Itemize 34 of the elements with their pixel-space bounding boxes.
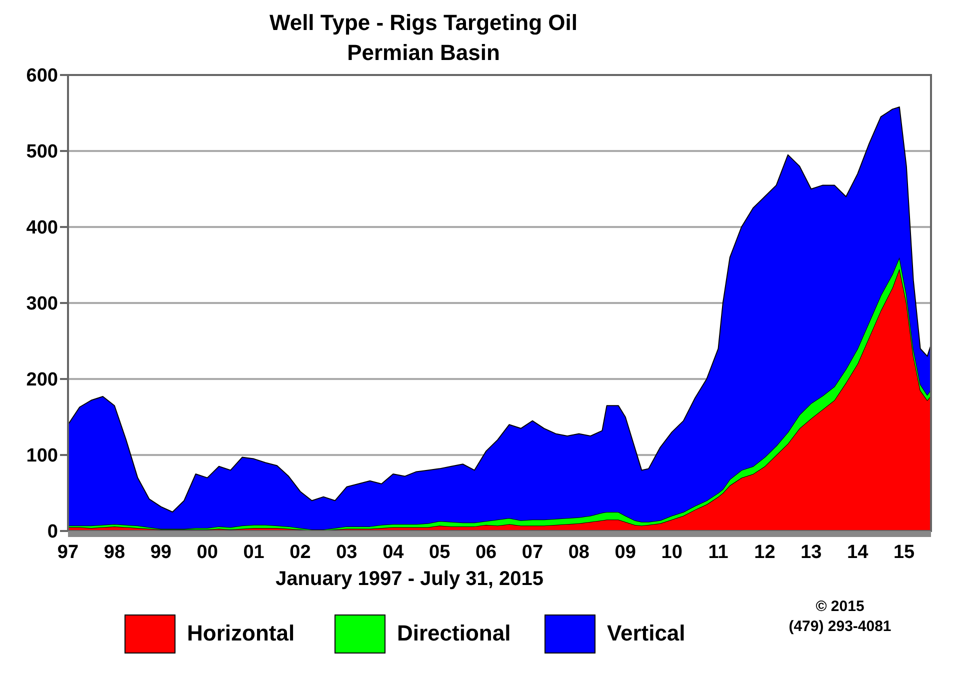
chart-subtitle: Permian Basin bbox=[347, 40, 500, 65]
y-tick-label: 300 bbox=[26, 294, 58, 315]
y-tick-label: 600 bbox=[26, 66, 58, 87]
legend-label: Horizontal bbox=[187, 620, 295, 646]
x-tick-label: 02 bbox=[290, 542, 311, 563]
text: (479) 293-4081 bbox=[788, 618, 892, 635]
x-tick-label: 10 bbox=[661, 542, 682, 563]
x-tick-label: 03 bbox=[336, 542, 358, 563]
x-tick-label: 06 bbox=[475, 542, 497, 563]
x-axis-title: January 1997 - July 31, 2015 bbox=[276, 568, 544, 590]
x-tick-label: 12 bbox=[754, 542, 776, 563]
x-tick-label: 07 bbox=[522, 542, 544, 563]
x-tick-label: 09 bbox=[614, 542, 636, 563]
x-tick-label: 08 bbox=[568, 542, 590, 563]
x-tick-label: 97 bbox=[57, 542, 79, 563]
y-tick-label: 500 bbox=[26, 142, 58, 163]
x-tick-label: 00 bbox=[196, 542, 218, 563]
y-tick-label: 100 bbox=[26, 446, 58, 467]
x-tick-label: 98 bbox=[104, 542, 126, 563]
x-tick-label: 01 bbox=[243, 542, 265, 563]
x-tick-label: 13 bbox=[800, 542, 822, 563]
x-tick-label: 14 bbox=[847, 542, 869, 563]
x-tick-label: 04 bbox=[382, 542, 404, 563]
legend-label: Directional bbox=[397, 620, 511, 646]
chart-title: Well Type - Rigs Targeting Oil bbox=[269, 10, 578, 35]
x-tick-label: 99 bbox=[150, 542, 172, 563]
legend-label: Vertical bbox=[607, 620, 686, 646]
y-tick-label: 0 bbox=[47, 522, 58, 543]
x-tick-label: 11 bbox=[708, 542, 729, 563]
y-tick-label: 400 bbox=[26, 218, 58, 239]
x-tick-label: 05 bbox=[429, 542, 451, 563]
x-tick-label: 15 bbox=[893, 542, 916, 563]
y-tick-label: 200 bbox=[26, 370, 58, 391]
text: © 2015 bbox=[816, 598, 864, 615]
